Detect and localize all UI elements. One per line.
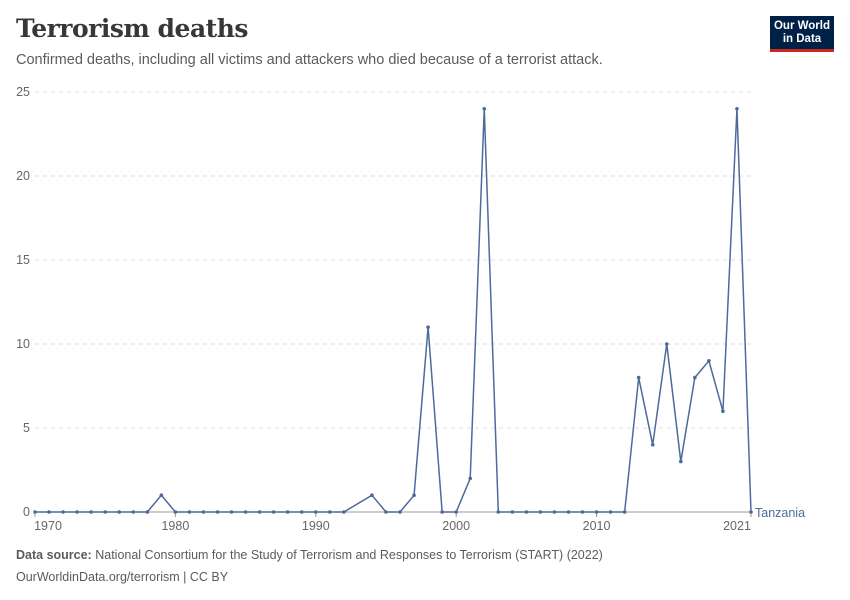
data-point <box>679 459 683 464</box>
data-point <box>299 510 304 514</box>
data-point <box>693 375 697 380</box>
data-point <box>552 510 557 514</box>
y-tick-label: 0 <box>23 505 30 519</box>
x-tick-label: 2010 <box>583 519 611 533</box>
data-point <box>454 510 458 514</box>
y-tick-label: 15 <box>16 253 30 267</box>
data-point <box>735 107 739 111</box>
data-point <box>285 510 290 514</box>
data-point <box>145 510 150 514</box>
data-point <box>229 510 234 514</box>
y-tick-label: 10 <box>16 337 30 351</box>
data-point <box>622 510 627 514</box>
data-point <box>594 510 599 514</box>
source-label: Data source: <box>16 548 92 562</box>
data-point <box>75 510 79 514</box>
data-point <box>257 510 262 514</box>
data-point <box>187 510 192 514</box>
source-text: National Consortium for the Study of Ter… <box>95 548 603 562</box>
owid-logo[interactable]: Our World in Data <box>770 16 834 52</box>
x-tick-label: 2021 <box>723 519 751 533</box>
data-point <box>33 510 37 514</box>
x-tick-label: 1990 <box>302 519 330 533</box>
data-point <box>538 510 543 514</box>
data-point <box>566 510 571 514</box>
data-point <box>721 409 725 414</box>
data-point <box>636 375 641 380</box>
data-point <box>510 510 515 514</box>
y-tick-label: 20 <box>16 169 30 183</box>
data-point <box>608 510 613 514</box>
data-point <box>61 510 65 514</box>
data-point <box>328 510 332 514</box>
chart-subtitle: Confirmed deaths, including all victims … <box>16 52 603 68</box>
data-point <box>243 510 248 514</box>
data-point <box>440 510 444 514</box>
data-point <box>482 107 487 111</box>
data-point <box>159 493 164 498</box>
data-point <box>749 510 753 514</box>
data-point <box>370 493 374 498</box>
data-point <box>384 510 388 514</box>
series-line <box>35 108 752 513</box>
y-tick-label: 5 <box>23 421 30 435</box>
data-point <box>468 476 473 481</box>
data-point <box>664 342 669 346</box>
data-point <box>271 510 276 514</box>
data-point <box>342 510 346 514</box>
data-point <box>398 510 402 514</box>
x-tick-label: 1980 <box>161 519 189 533</box>
data-point <box>173 510 178 514</box>
data-source: Data source: National Consortium for the… <box>16 548 603 562</box>
data-point <box>524 510 529 514</box>
chart-title: Terrorism deaths <box>16 14 248 43</box>
data-point <box>47 510 51 514</box>
source-url[interactable]: OurWorldinData.org/terrorism | CC BY <box>16 570 229 584</box>
data-point <box>201 510 206 514</box>
x-tick-label: 1970 <box>34 519 62 533</box>
series-label: Tanzania <box>755 506 805 520</box>
data-point <box>707 359 711 363</box>
data-point <box>426 325 430 330</box>
data-point <box>496 510 501 514</box>
x-tick-label: 2000 <box>442 519 470 533</box>
data-point <box>89 510 93 514</box>
data-point <box>131 510 136 514</box>
y-tick-label: 25 <box>16 85 30 99</box>
data-point <box>313 510 318 514</box>
data-point <box>103 510 107 514</box>
data-point <box>580 510 585 514</box>
data-point <box>412 493 416 498</box>
data-point <box>215 510 220 514</box>
data-point <box>650 443 655 447</box>
data-point <box>117 510 122 514</box>
